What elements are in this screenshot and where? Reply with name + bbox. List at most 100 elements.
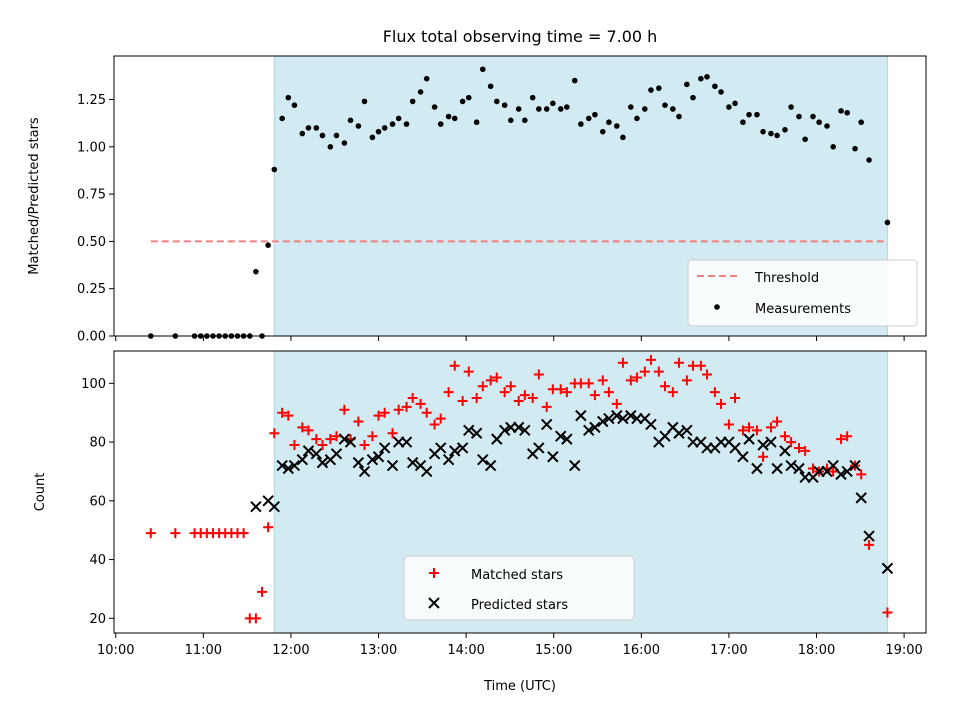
legend-measurements-swatch [714,304,720,310]
measurement-point [704,74,710,80]
legend-predicted-label: Predicted stars [471,598,568,613]
predicted-stars-point [751,462,763,475]
predicted-stars-point [603,412,615,425]
measurement-point [782,126,788,133]
matched-stars-point [283,410,294,421]
measurement-point [606,119,612,126]
matched-stars-point [463,366,474,377]
matched-stars-point [695,360,706,371]
matched-stars-point [289,440,300,450]
matched-stars-point [555,384,566,395]
matched-stars-point [477,381,488,392]
predicted-stars-point [743,433,755,445]
y-tick-label: 0.25 [77,282,106,297]
y-tick-label: 60 [89,494,106,509]
predicted-stars-point [673,427,685,439]
matched-stars-point [238,528,249,539]
matched-stars-point [744,422,755,433]
predicted-stars-point [400,436,413,448]
measurement-point [810,113,816,120]
measurement-point [852,145,858,152]
measurement-point [585,115,592,122]
legend: Matched stars Predicted stars [403,555,635,621]
x-tick-label: 10:00 [97,643,134,658]
matched-stars-point [367,431,378,442]
x-tick-label: 17:00 [710,643,747,658]
predicted-stars-point [555,430,567,442]
measurement-point [403,121,410,127]
measurement-point [760,128,766,135]
measurement-point [712,83,718,90]
predicted-stars-point [470,427,483,439]
matched-stars-point [387,428,398,439]
measurement-point [333,132,340,139]
matched-stars-point [297,422,308,433]
matched-stars-point [709,387,720,398]
measurement-point [866,157,872,163]
measurement-point [802,136,808,143]
measurement-point [501,102,508,108]
predicted-stars-point [288,459,301,472]
matched-stars-point [589,390,600,401]
predicted-stars-point [611,409,623,422]
measurement-point [305,125,312,131]
measurement-point [642,106,648,112]
x-tick-label: 14:00 [447,643,484,658]
matched-stars-point [339,404,350,415]
predicted-stars-point [863,530,875,542]
predicted-stars-point [575,409,587,422]
matched-stars-point [491,372,502,383]
measurement-point [285,94,292,101]
predicted-stars-point [771,462,783,475]
predicted-stars-point [589,421,601,434]
matched-stars-point [772,416,783,427]
matched-stars-point [513,395,524,406]
chart-title: Flux total observing time = 7.00 h [383,27,658,46]
y-tick-label: 0.75 [77,188,106,203]
predicted-stars-point [276,459,288,472]
predicted-stars-point [841,465,853,478]
predicted-stars-point [793,462,805,475]
measurement-point [369,134,376,141]
matched-stars-point [429,419,440,430]
matched-stars-point [471,393,482,403]
measurement-point [508,117,514,124]
measurement-point [389,121,396,127]
measurement-point [746,111,752,118]
matched-stars-point [331,431,342,442]
matched-stars-point [263,522,274,533]
legend-matched-swatch [429,568,439,578]
matched-stars-point [603,387,614,398]
measurement-point [684,81,690,88]
predicted-stars-point [785,459,797,472]
matched-stars-point [277,407,288,418]
measurement-point [253,268,259,275]
matched-stars-point [864,539,875,550]
predicted-stars-point [477,453,489,466]
matched-stars-point [800,445,811,456]
measurement-point [445,113,452,120]
predicted-stars-point [757,439,769,451]
measurement-point [437,121,444,127]
matched-stars-point [856,469,867,480]
measurement-point [375,128,382,135]
measurement-point [465,94,472,101]
measurement-point [656,85,662,91]
predicted-stars-point [463,424,475,437]
predicted-stars-point [541,418,553,431]
matched-stars-point [145,528,156,539]
y-tick-label: 1.25 [77,93,106,108]
predicted-stars-point [310,448,323,460]
measurement-point [327,144,334,150]
measurement-point [690,94,696,101]
x-axis-label: Time (UTC) [483,679,556,694]
measurement-point [536,106,542,112]
y-tick-label: 1.00 [77,140,106,155]
predicted-stars-point [617,412,629,425]
x-tick-label: 12:00 [272,643,309,658]
matched-stars-point [250,613,261,624]
predicted-stars-point [737,451,749,463]
legend-box [687,259,918,327]
predicted-stars-point [435,442,447,454]
matched-stars-point [659,381,670,392]
